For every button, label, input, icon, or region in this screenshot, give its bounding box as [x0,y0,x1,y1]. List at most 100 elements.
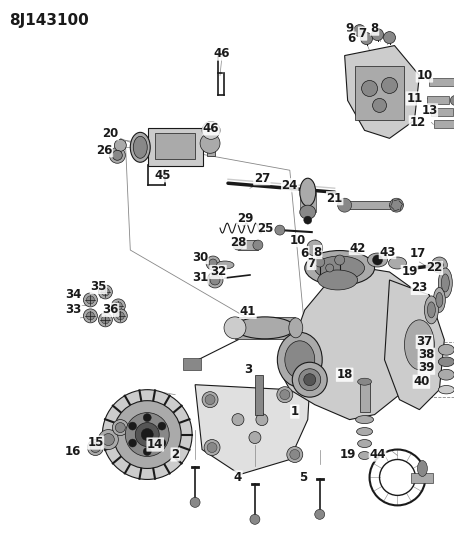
Circle shape [206,256,220,270]
Text: 7: 7 [359,27,367,40]
Circle shape [143,448,151,456]
Ellipse shape [436,293,443,308]
Circle shape [290,449,300,459]
Bar [354,66,404,120]
Circle shape [98,430,118,449]
Text: 3: 3 [244,363,252,376]
Circle shape [277,386,293,402]
Circle shape [190,497,200,507]
Bar [238,240,258,250]
Ellipse shape [357,427,373,435]
Circle shape [158,439,166,447]
Text: 36: 36 [102,303,119,317]
Ellipse shape [425,296,438,324]
Text: 38: 38 [418,348,435,361]
Text: 35: 35 [90,280,106,294]
Text: 33: 33 [66,303,81,317]
Ellipse shape [358,440,372,448]
Ellipse shape [315,256,364,280]
Circle shape [382,77,398,93]
Ellipse shape [292,362,327,397]
Text: 2: 2 [171,448,179,461]
Circle shape [354,25,365,37]
Ellipse shape [285,341,315,379]
Ellipse shape [356,416,374,424]
Circle shape [111,299,125,313]
Text: 6: 6 [348,32,356,45]
Circle shape [431,257,447,273]
Circle shape [204,440,220,456]
Bar [431,108,453,116]
Circle shape [98,313,112,327]
Circle shape [116,312,124,320]
Circle shape [112,419,128,435]
Circle shape [335,255,344,265]
Ellipse shape [389,257,406,269]
Text: 45: 45 [154,169,171,182]
Bar [435,120,454,128]
Text: 29: 29 [237,212,253,224]
Ellipse shape [427,302,435,318]
Circle shape [129,439,136,447]
Bar [207,131,215,156]
Text: 9: 9 [345,22,354,35]
Circle shape [135,423,159,447]
Circle shape [207,272,223,288]
Text: 25: 25 [257,222,273,235]
Text: 28: 28 [230,236,246,248]
Text: 13: 13 [421,104,438,117]
Text: 40: 40 [413,375,430,388]
Ellipse shape [235,317,295,339]
Text: 46: 46 [203,122,219,135]
Bar [155,133,195,159]
Circle shape [249,432,261,443]
Circle shape [205,394,215,405]
Circle shape [275,225,285,235]
Circle shape [287,447,303,463]
Circle shape [202,122,220,139]
Circle shape [435,261,443,269]
Circle shape [98,285,112,299]
Text: 20: 20 [102,127,118,140]
Circle shape [315,257,325,267]
Text: 41: 41 [240,305,256,318]
Polygon shape [195,350,312,474]
Text: 30: 30 [192,251,208,263]
Circle shape [101,316,109,324]
Circle shape [158,422,166,430]
Ellipse shape [368,253,388,267]
Bar [430,342,455,397]
Circle shape [113,401,181,469]
Text: 34: 34 [65,288,81,302]
Circle shape [112,150,122,160]
Circle shape [141,429,153,441]
Ellipse shape [438,369,454,380]
Circle shape [83,293,97,307]
Text: 11: 11 [406,92,423,105]
Bar [183,358,201,370]
Circle shape [253,240,263,250]
Bar [255,375,263,415]
Circle shape [232,414,244,425]
Circle shape [209,259,217,267]
Circle shape [83,309,97,323]
Ellipse shape [433,287,445,312]
Circle shape [114,139,126,151]
Bar [300,192,316,212]
Polygon shape [282,268,425,419]
Text: 6: 6 [301,247,309,260]
Circle shape [109,147,125,163]
Text: 31: 31 [192,271,208,285]
Bar [427,96,450,104]
Text: 39: 39 [418,361,435,374]
Circle shape [361,33,373,45]
Ellipse shape [438,357,454,367]
Ellipse shape [359,451,370,459]
Circle shape [129,422,136,430]
Ellipse shape [289,318,303,338]
Circle shape [384,31,395,44]
Text: 1: 1 [291,405,299,418]
Circle shape [373,99,386,112]
Text: 8: 8 [370,22,379,35]
Ellipse shape [404,320,435,370]
